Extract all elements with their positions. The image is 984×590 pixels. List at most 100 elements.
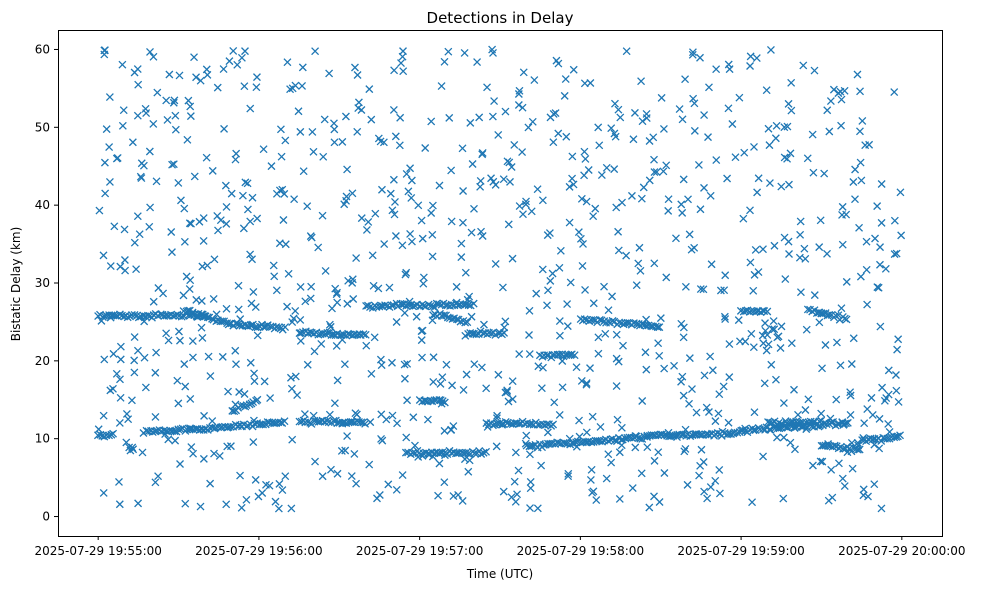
data-point [140, 353, 149, 362]
data-point [774, 418, 783, 427]
data-point [357, 106, 366, 114]
data-point [106, 386, 115, 395]
data-point [569, 180, 578, 189]
data-point [893, 432, 902, 441]
data-point [539, 363, 547, 372]
data-point [746, 206, 754, 215]
data-point [404, 187, 413, 196]
data-point [369, 281, 378, 290]
data-point [459, 187, 468, 195]
data-point [704, 133, 712, 142]
data-point [175, 71, 184, 80]
data-point [884, 366, 893, 375]
data-point [280, 417, 289, 426]
data-point [132, 265, 141, 274]
data-point [685, 399, 694, 408]
data-point [389, 106, 398, 114]
data-point [530, 76, 539, 84]
data-point [494, 130, 503, 139]
data-point [784, 237, 793, 246]
data-point [359, 330, 368, 339]
data-point [796, 418, 805, 427]
data-point [180, 204, 189, 213]
data-point [504, 397, 513, 406]
data-point [688, 385, 696, 393]
data-point [241, 47, 249, 56]
data-point [543, 231, 552, 240]
data-point [765, 179, 774, 188]
data-point [229, 47, 238, 55]
data-point [231, 346, 240, 355]
y-axis-label: Bistatic Delay (km) [9, 227, 23, 342]
data-point [518, 103, 527, 112]
data-point [568, 174, 577, 183]
data-point [715, 465, 724, 474]
data-point [237, 53, 246, 62]
data-point [416, 450, 425, 459]
data-point [679, 323, 688, 332]
data-point [459, 386, 468, 394]
data-point [589, 212, 598, 221]
data-point [429, 377, 438, 386]
data-point [685, 354, 694, 363]
data-point [779, 494, 788, 503]
data-point [162, 96, 171, 105]
x-tick-label: 2025-07-29 19:58:00 [517, 544, 644, 558]
data-point [618, 435, 627, 444]
data-point [361, 330, 370, 339]
data-point [258, 489, 267, 497]
data-point [499, 175, 508, 184]
data-point [704, 408, 713, 416]
data-point [194, 309, 203, 318]
data-point [128, 138, 137, 147]
data-point [253, 395, 262, 404]
data-point [627, 191, 636, 200]
data-point [843, 418, 852, 427]
data-point [208, 417, 217, 426]
data-point [508, 395, 517, 404]
data-point [319, 152, 328, 161]
data-point [384, 480, 393, 489]
data-point [808, 418, 817, 427]
data-point [246, 217, 255, 226]
data-point [365, 85, 374, 94]
data-point [650, 155, 658, 164]
data-point [468, 160, 477, 168]
data-point [584, 166, 593, 174]
data-point [185, 285, 194, 293]
data-point [344, 329, 353, 338]
data-point [184, 306, 192, 315]
data-point [251, 303, 260, 312]
data-point [106, 262, 115, 270]
data-point [525, 450, 534, 459]
data-point [586, 476, 595, 484]
data-point [314, 243, 323, 252]
data-point [267, 162, 276, 171]
data-point [551, 109, 560, 118]
data-point [707, 260, 716, 269]
data-point [234, 281, 243, 290]
data-point [159, 289, 168, 298]
data-point [738, 426, 747, 435]
data-point [766, 418, 774, 427]
data-point [340, 200, 349, 209]
data-point [834, 311, 843, 320]
data-point [288, 84, 297, 93]
data-point [278, 486, 287, 494]
data-point [715, 489, 724, 498]
data-point [130, 356, 139, 365]
data-point [418, 353, 426, 362]
data-point [238, 191, 247, 200]
data-point [566, 278, 575, 287]
data-point [825, 127, 834, 136]
data-point [595, 315, 604, 324]
data-point [820, 169, 829, 178]
data-point [550, 398, 559, 407]
data-point [286, 85, 295, 94]
data-point [318, 211, 327, 220]
data-point [168, 160, 177, 169]
data-point [562, 132, 571, 141]
data-point [116, 375, 124, 384]
data-point [612, 382, 621, 391]
data-point [677, 200, 686, 209]
